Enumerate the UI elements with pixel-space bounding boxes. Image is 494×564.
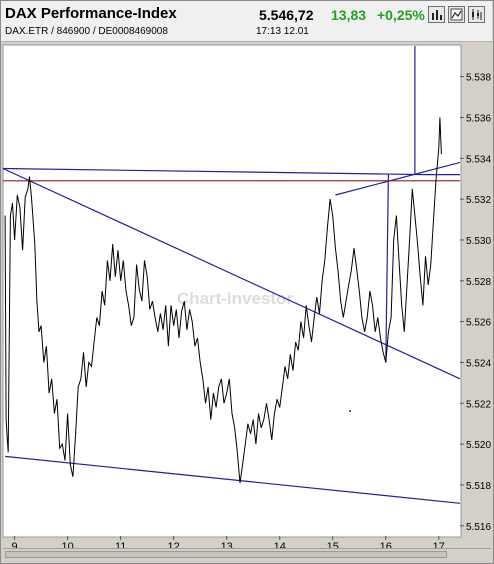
bar-chart-icon[interactable] — [428, 6, 445, 23]
y-tick-label: 5.516 — [466, 522, 491, 533]
price-chart: Chart-Investor 9 10 11 12 13 14 15 16 175.5165.5… — [0, 42, 494, 552]
horizontal-scrollbar[interactable] — [3, 548, 491, 559]
symbol-info: DAX.ETR / 846900 / DE0008469008 — [5, 26, 168, 37]
watermark: Chart-Investor — [177, 289, 294, 308]
scrollbar-thumb[interactable] — [5, 551, 447, 558]
price-change: 13,83 — [331, 7, 366, 23]
y-tick-label: 5.522 — [466, 399, 491, 410]
index-title: DAX Performance-Index — [5, 5, 177, 22]
y-tick-label: 5.530 — [466, 236, 491, 247]
candle-chart-icon[interactable] — [468, 6, 485, 23]
line-chart-icon[interactable] — [448, 6, 465, 23]
y-tick-label: 5.520 — [466, 440, 491, 451]
y-tick-label: 5.538 — [466, 73, 491, 84]
last-price: 5.546,72 — [259, 7, 314, 23]
y-tick-label: 5.518 — [466, 481, 491, 492]
y-tick-label: 5.524 — [466, 358, 491, 369]
y-tick-label: 5.528 — [466, 277, 491, 288]
y-tick-label: 5.526 — [466, 318, 491, 329]
y-tick-label: 5.532 — [466, 195, 491, 206]
price-change-percent: +0,25% — [377, 7, 425, 23]
chart-header: DAX Performance-Index 5.546,72 13,83 +0,… — [1, 1, 492, 42]
y-tick-label: 5.534 — [466, 154, 491, 165]
quote-time: 17:13 12.01 — [256, 26, 309, 37]
stray-point — [349, 410, 351, 412]
y-tick-label: 5.536 — [466, 113, 491, 124]
